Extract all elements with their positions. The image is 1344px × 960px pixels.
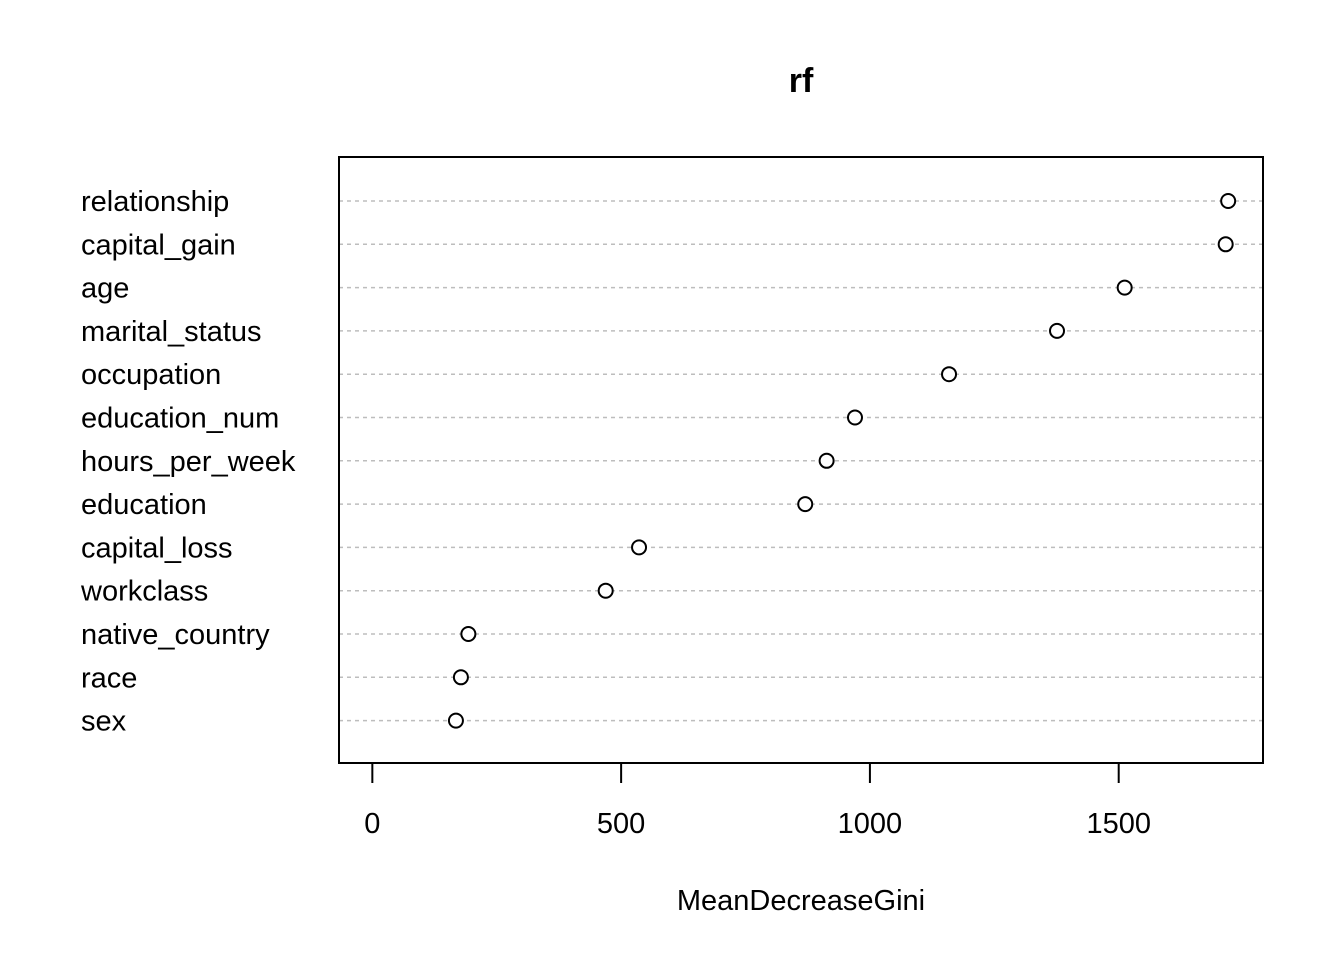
data-point-workclass: [597, 582, 614, 599]
x-tick-label: 1000: [838, 808, 903, 840]
data-point-capital_loss: [631, 539, 648, 556]
data-point-race: [452, 669, 469, 686]
plot-frame: [338, 156, 1264, 764]
category-label: education: [81, 489, 207, 521]
category-label: education_num: [81, 403, 279, 435]
data-point-native_country: [460, 626, 477, 642]
category-label: marital_status: [81, 316, 262, 348]
category-label: hours_per_week: [81, 446, 296, 478]
category-label: workclass: [80, 576, 208, 608]
category-label: relationship: [81, 186, 229, 218]
data-point-age: [1116, 279, 1133, 296]
category-label: capital_gain: [81, 229, 236, 261]
data-points: [447, 193, 1237, 729]
category-label: occupation: [81, 359, 221, 391]
data-point-relationship: [1220, 193, 1237, 209]
x-axis: 0 500 1000 1500: [364, 764, 1151, 840]
gridlines: [339, 200, 1263, 722]
x-tick-label: 1500: [1086, 808, 1151, 840]
data-point-education_num: [846, 409, 863, 426]
category-label: age: [81, 273, 129, 305]
data-point-occupation: [941, 366, 958, 383]
data-point-education: [797, 496, 814, 513]
data-point-capital_gain: [1217, 236, 1234, 253]
category-label: race: [81, 662, 137, 694]
category-label: sex: [81, 706, 127, 738]
category-label: capital_loss: [81, 532, 233, 564]
data-point-sex: [447, 712, 464, 729]
data-point-marital_status: [1049, 322, 1066, 339]
data-point-hours_per_week: [818, 452, 835, 469]
chart-title: rf: [789, 62, 814, 100]
x-tick-label: 0: [364, 808, 380, 840]
x-tick-label: 500: [597, 808, 645, 840]
x-axis-title: MeanDecreaseGini: [677, 885, 925, 917]
category-label: native_country: [81, 619, 270, 651]
